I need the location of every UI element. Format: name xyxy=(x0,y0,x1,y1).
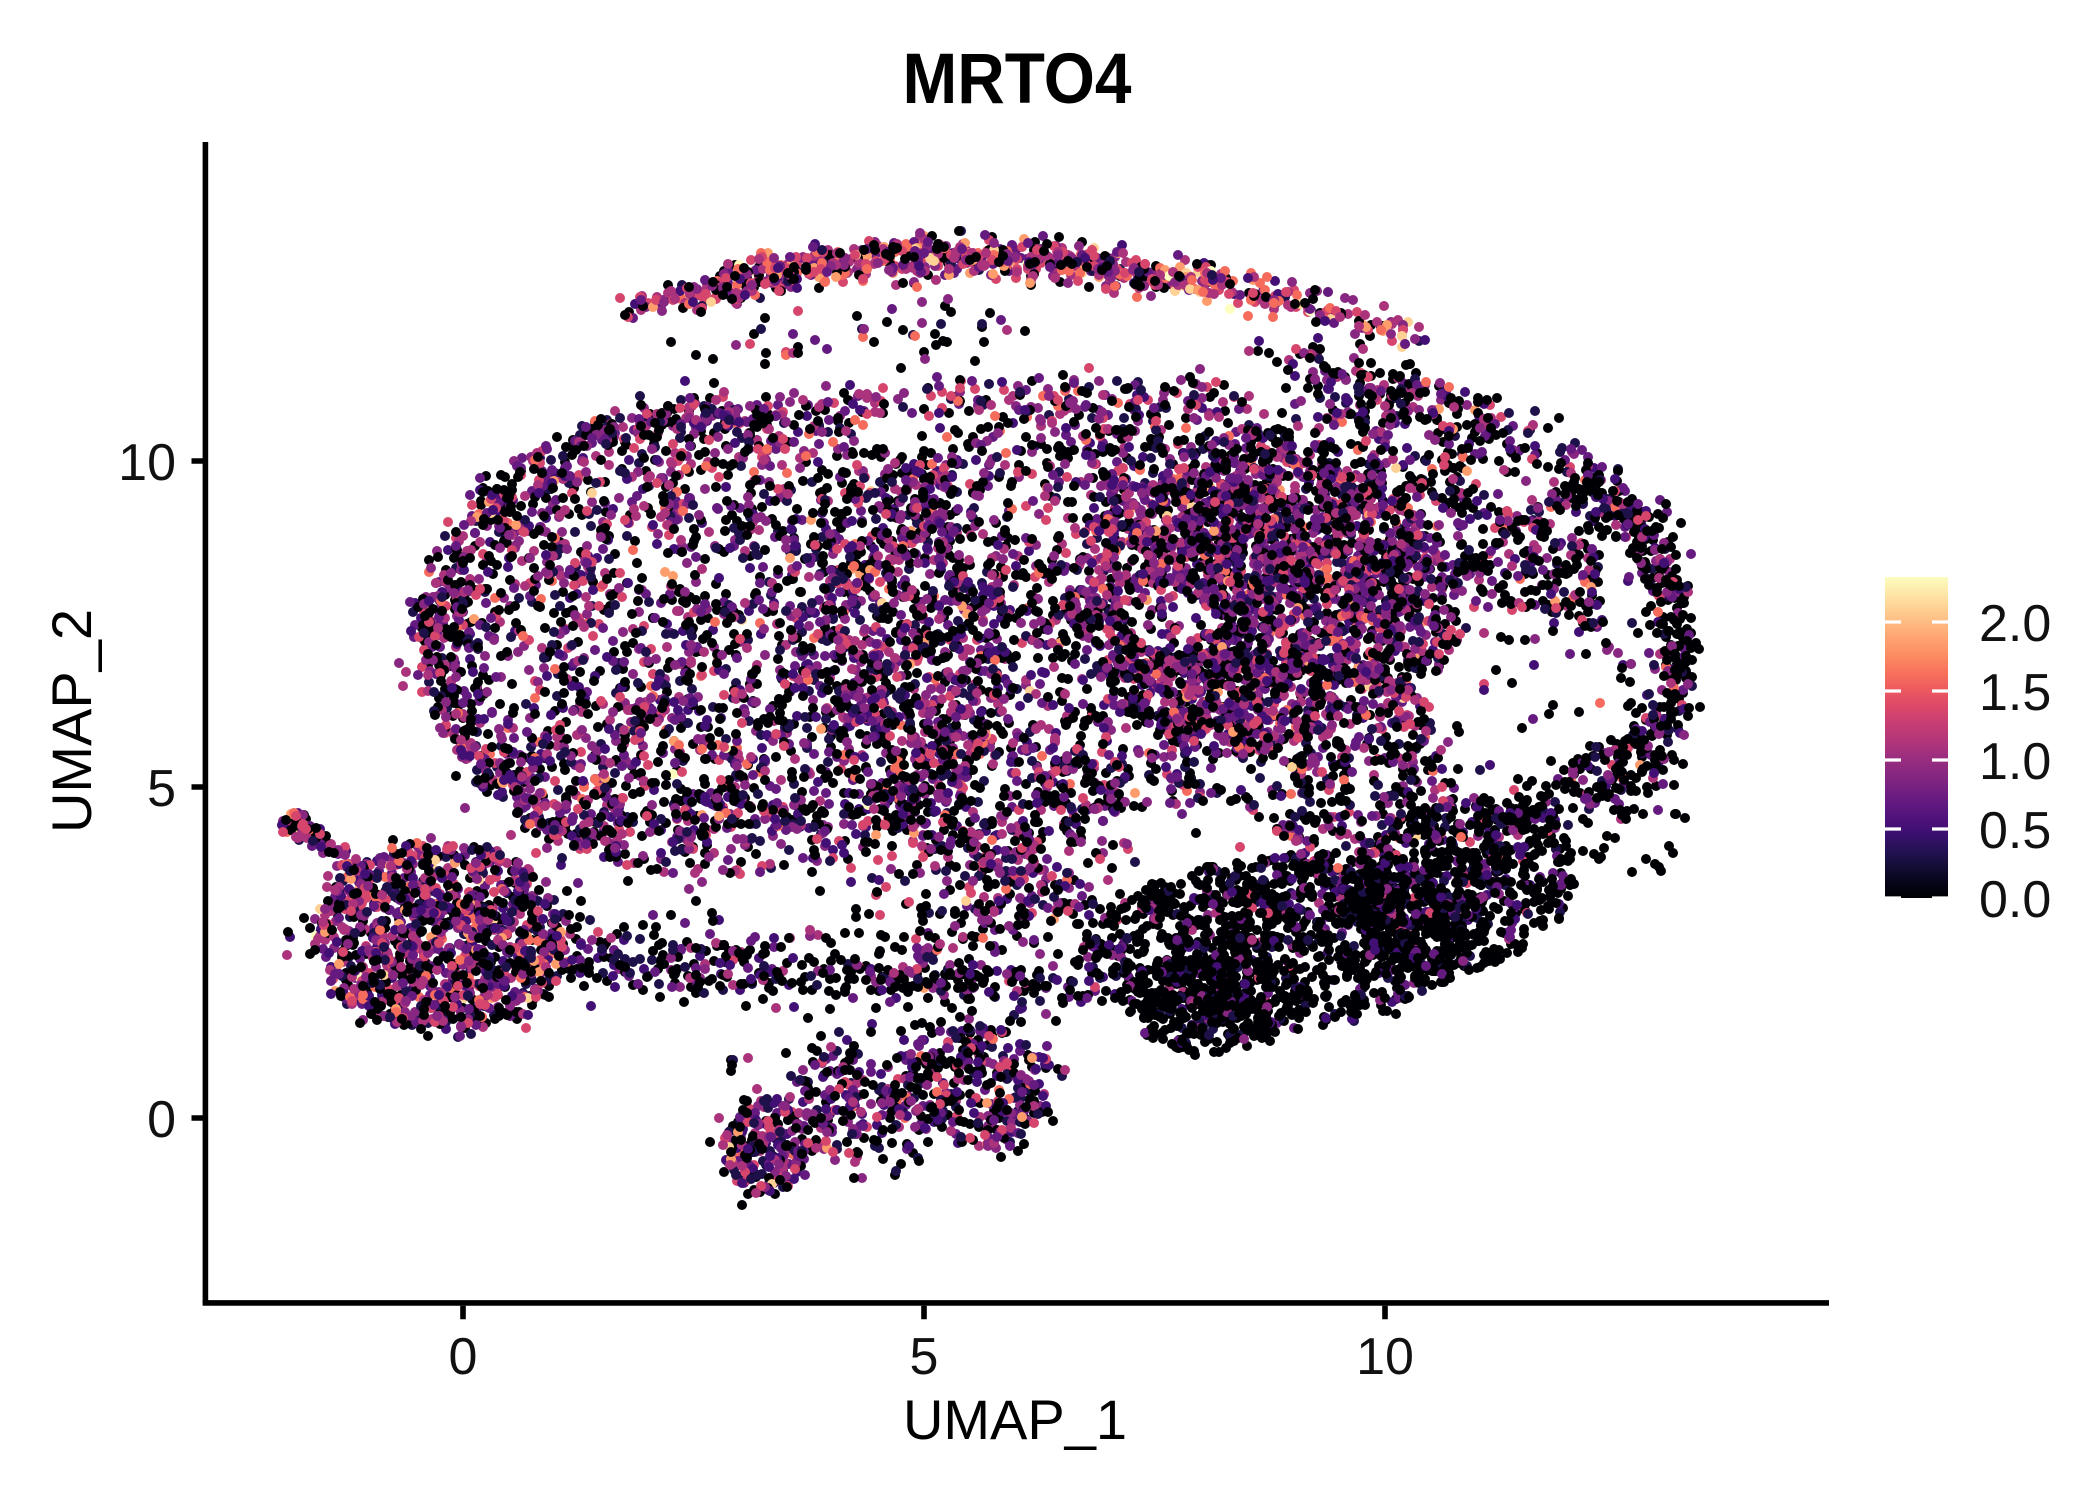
svg-text:0: 0 xyxy=(147,1091,176,1149)
svg-text:1.0: 1.0 xyxy=(1979,733,2051,791)
svg-text:5: 5 xyxy=(147,760,176,818)
svg-text:0.5: 0.5 xyxy=(1979,802,2051,860)
svg-text:MRTO4: MRTO4 xyxy=(903,40,1132,119)
svg-text:10: 10 xyxy=(1356,1328,1414,1386)
svg-text:10: 10 xyxy=(118,434,176,492)
svg-text:UMAP_2: UMAP_2 xyxy=(40,609,103,833)
svg-text:UMAP_1: UMAP_1 xyxy=(903,1388,1127,1451)
svg-text:0: 0 xyxy=(449,1328,478,1386)
svg-text:5: 5 xyxy=(910,1328,939,1386)
svg-text:1.5: 1.5 xyxy=(1979,664,2051,722)
svg-text:2.0: 2.0 xyxy=(1979,595,2051,653)
svg-text:0.0: 0.0 xyxy=(1979,871,2051,929)
